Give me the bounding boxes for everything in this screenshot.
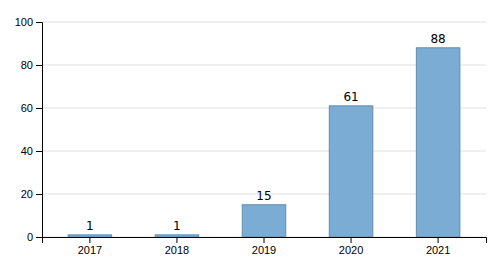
- x-tick: 2018: [165, 237, 189, 256]
- y-tick: 80: [21, 59, 42, 71]
- y-tick-mark: [36, 194, 42, 195]
- y-tick-mark: [36, 151, 42, 152]
- grid-line: [42, 22, 486, 23]
- data-label: 88: [430, 32, 445, 46]
- bar: [416, 48, 460, 237]
- x-tick-label: 2019: [252, 244, 276, 256]
- plot-area: 1 1 15 61 88 2017 2018 2019 2020 2021 0 20 40 60 80 100: [15, 16, 487, 256]
- y-tick-mark: [36, 22, 42, 23]
- chart-container: 1 1 15 61 88 2017 2018 2019 2020 2021 0 20 40 60 80 100: [0, 0, 500, 267]
- y-axis: 0 20 40 60 80 100: [15, 16, 43, 243]
- x-tick-mark: [438, 237, 439, 243]
- data-label: 1: [86, 219, 94, 233]
- x-tick-mark: [176, 237, 177, 243]
- y-tick-label: 60: [21, 102, 33, 114]
- x-axis-line: [43, 238, 487, 244]
- x-tick-label: 2017: [78, 244, 102, 256]
- y-tick-label: 20: [21, 188, 33, 200]
- y-tick: 100: [15, 16, 42, 28]
- x-tick-label: 2020: [339, 244, 363, 256]
- y-tick-mark: [36, 237, 42, 238]
- y-axis-line: [36, 23, 43, 238]
- x-tick: 2020: [339, 237, 363, 256]
- grid: [42, 22, 486, 237]
- data-label: 15: [256, 189, 271, 203]
- y-tick-label: 100: [15, 16, 33, 28]
- x-tick: 2017: [78, 237, 102, 256]
- data-label: 1: [173, 219, 181, 233]
- y-tick-mark: [36, 65, 42, 66]
- data-label: 61: [343, 90, 358, 104]
- y-tick: 0: [27, 231, 42, 243]
- x-tick: 2021: [426, 237, 450, 256]
- y-tick-mark: [36, 108, 42, 109]
- data-labels: 1 1 15 61 88: [86, 32, 446, 233]
- x-axis: 2017 2018 2019 2020 2021: [43, 237, 487, 256]
- bar: [155, 235, 199, 237]
- x-tick-label: 2021: [426, 244, 450, 256]
- x-tick-label: 2018: [165, 244, 189, 256]
- chart-svg: 1 1 15 61 88 2017 2018 2019 2020 2021 0 20 40 60 80 100: [0, 0, 500, 267]
- y-tick: 40: [21, 145, 42, 157]
- y-tick-label: 80: [21, 59, 33, 71]
- y-tick: 20: [21, 188, 42, 200]
- bars: [68, 48, 460, 237]
- y-tick: 60: [21, 102, 42, 114]
- x-tick-mark: [264, 237, 265, 243]
- x-tick-mark: [89, 237, 90, 243]
- x-tick: 2019: [252, 237, 276, 256]
- y-tick-label: 40: [21, 145, 33, 157]
- x-tick-mark: [351, 237, 352, 243]
- y-tick-label: 0: [27, 231, 33, 243]
- bar: [242, 205, 286, 237]
- bar: [68, 235, 112, 237]
- bar: [329, 106, 373, 237]
